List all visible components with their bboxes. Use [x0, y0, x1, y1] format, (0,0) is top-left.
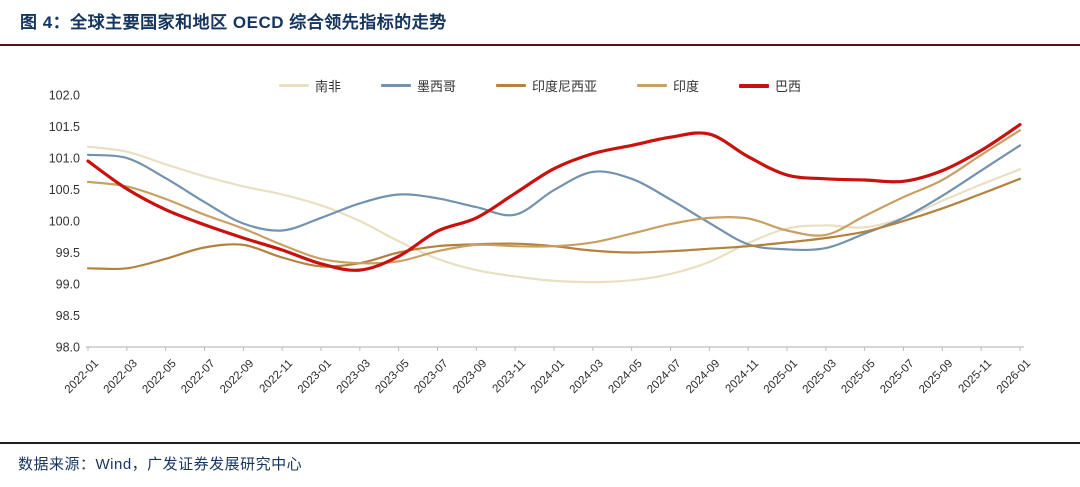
series-line-5 — [86, 123, 1022, 272]
y-axis-label: 98.0 — [56, 341, 80, 355]
legend-label: 印度 — [673, 79, 700, 94]
x-axis-label: 2024-09 — [684, 358, 722, 396]
legend-item-4: 印度 — [637, 76, 699, 95]
legend-swatch-icon — [380, 84, 411, 87]
legend-label: 墨西哥 — [416, 79, 456, 94]
x-axis-label: 2023-09 — [451, 358, 489, 396]
y-axis-label: 100.5 — [49, 183, 80, 197]
legend-label: 巴西 — [775, 79, 802, 94]
x-axis-label: 2025-11 — [957, 358, 995, 396]
data-source: 数据来源：Wind，广发证券发展研究中心 — [18, 456, 303, 473]
legend-swatch-icon — [637, 84, 667, 87]
x-axis-label: 2026-01 — [995, 358, 1033, 396]
x-axis-label: 2022-09 — [218, 358, 256, 396]
series-line-2 — [86, 144, 1022, 252]
x-axis-label: 2024-03 — [568, 358, 606, 396]
y-axis-label: 101.5 — [49, 120, 80, 134]
x-axis-label: 2022-03 — [102, 358, 140, 396]
y-axis-label: 98.5 — [56, 309, 80, 323]
x-axis-label: 2025-03 — [801, 358, 839, 396]
x-axis-label: 2022-01 — [63, 358, 101, 396]
x-axis-label: 2025-09 — [917, 358, 955, 396]
x-axis-label: 2024-01 — [529, 358, 567, 396]
title-divider — [0, 44, 1080, 46]
legend-item-5: 巴西 — [739, 76, 801, 95]
legend-label: 南非 — [314, 79, 341, 94]
legend-label: 印度尼西亚 — [531, 79, 597, 94]
legend-swatch-icon — [278, 84, 309, 87]
x-axis-label: 2024-05 — [606, 358, 644, 396]
chart-legend: 南非 墨西哥 印度尼西亚 印度 巴西 — [0, 76, 1080, 95]
x-axis-label: 2024-07 — [645, 358, 683, 396]
legend-item-3: 印度尼西亚 — [495, 76, 597, 95]
x-axis-label: 2022-11 — [258, 358, 296, 396]
x-axis-label: 2023-03 — [335, 358, 373, 396]
figure-title: 图 4：全球主要国家和地区 OECD 综合领先指标的走势 — [20, 13, 447, 32]
x-axis-label: 2025-07 — [878, 358, 916, 396]
x-axis-label: 2022-07 — [179, 358, 217, 396]
x-axis-label: 2023-01 — [296, 358, 334, 396]
line-chart: 102.0 101.5 101.0 100.5 100.0 99.5 99.0 98.5 98.… — [49, 89, 1033, 396]
y-axis-label: 99.0 — [56, 278, 80, 292]
x-axis-label: 2023-07 — [412, 358, 450, 396]
legend-item-2: 墨西哥 — [380, 76, 456, 95]
footer-divider — [0, 442, 1080, 444]
y-axis-label: 99.5 — [56, 246, 80, 260]
legend-swatch-icon — [495, 84, 526, 87]
y-axis-label: 102.0 — [49, 89, 80, 103]
series-line-1 — [86, 145, 1022, 284]
series-line-4 — [86, 129, 1022, 265]
x-axis-label: 2024-11 — [724, 358, 762, 396]
legend-item-1: 南非 — [278, 76, 341, 95]
x-axis-label: 2023-05 — [373, 358, 411, 396]
y-axis-label: 100.0 — [49, 215, 80, 229]
x-axis-label: 2025-01 — [762, 358, 800, 396]
legend-swatch-icon — [739, 83, 770, 88]
y-axis-label: 101.0 — [49, 152, 80, 166]
x-axis-label: 2025-05 — [839, 358, 877, 396]
x-axis-label: 2022-05 — [140, 358, 178, 396]
x-axis-label: 2023-11 — [491, 358, 529, 396]
